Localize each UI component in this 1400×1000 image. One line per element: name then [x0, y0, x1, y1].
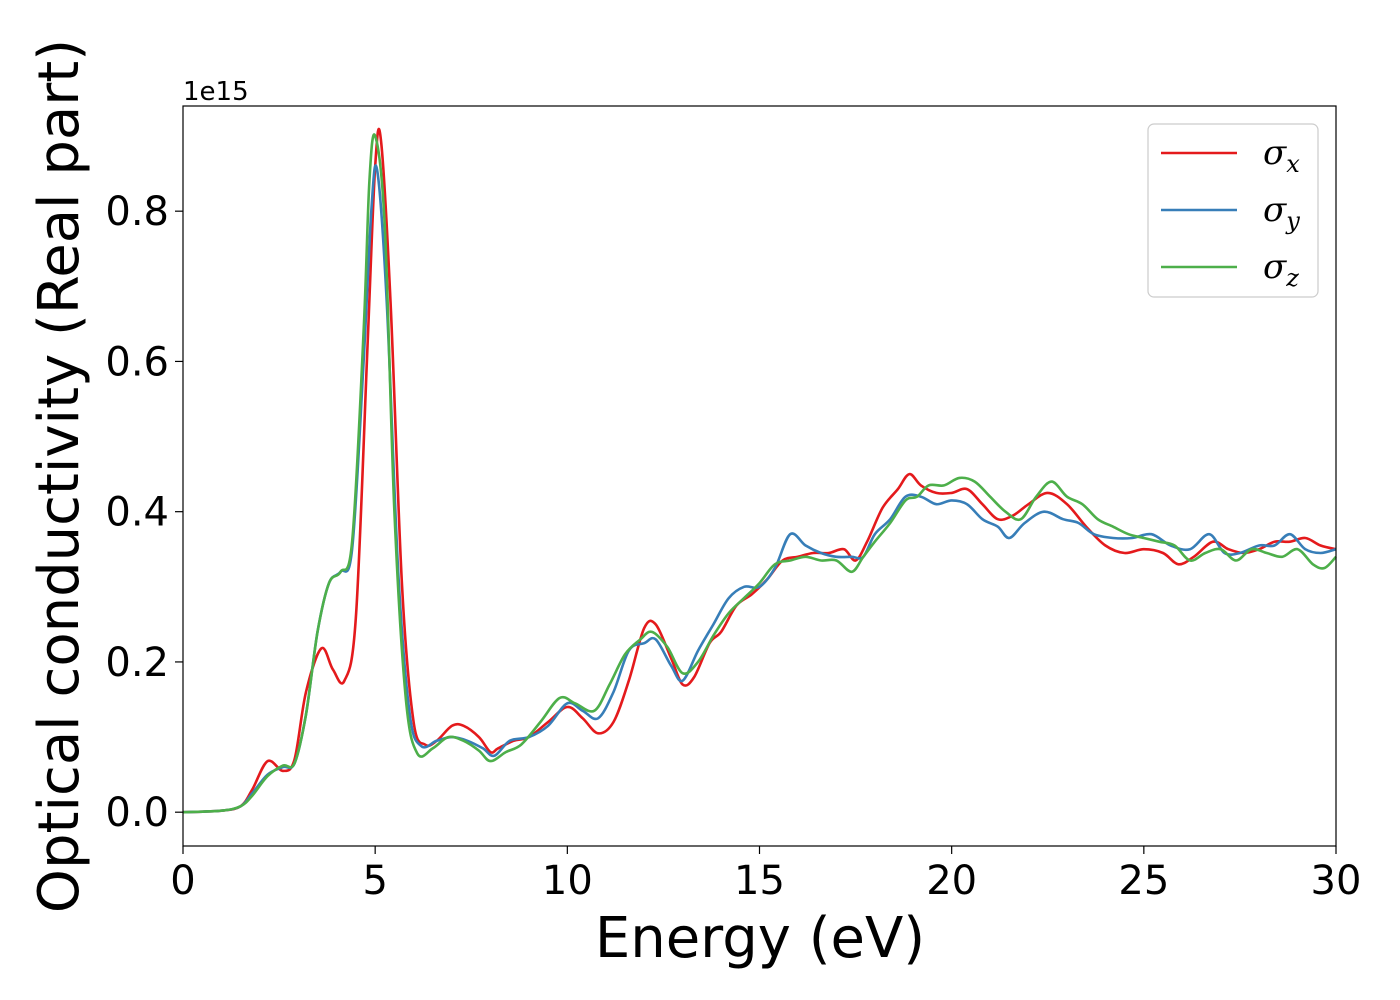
- x-tick-label: 30: [1311, 858, 1362, 904]
- y-tick-label: 0.4: [105, 490, 169, 536]
- x-tick-label: 0: [170, 858, 195, 904]
- y-axis: 0.0 0.2 0.4 0.6 0.8: [105, 189, 183, 836]
- y-tick-label: 0.6: [105, 339, 169, 385]
- x-tick-label: 10: [542, 858, 593, 904]
- x-tick-label: 25: [1118, 858, 1169, 904]
- series-line-x: [182, 127, 1337, 814]
- series-line-y: [182, 164, 1337, 814]
- x-tick-label: 20: [926, 858, 977, 904]
- y-axis-label: Optical conductivity (Real part): [27, 39, 92, 913]
- x-tick-label: 15: [734, 858, 785, 904]
- legend-label-z: σz: [1263, 247, 1299, 292]
- y-tick-label: 0.8: [105, 189, 169, 235]
- y-tick-label: 0.2: [105, 640, 169, 686]
- x-axis: 0 5 10 15 20 25 30: [170, 846, 1361, 904]
- series-layer: [182, 127, 1337, 814]
- legend: σx σy σz: [1147, 123, 1319, 298]
- legend-label-y: σy: [1263, 190, 1300, 235]
- y-tick-label: 0.0: [105, 790, 169, 836]
- legend-label-x: σx: [1263, 133, 1300, 178]
- x-axis-label: Energy (eV): [595, 906, 925, 971]
- x-tick-label: 5: [362, 858, 387, 904]
- series-line-z: [182, 133, 1337, 814]
- y-offset-label: 1e15: [183, 77, 249, 107]
